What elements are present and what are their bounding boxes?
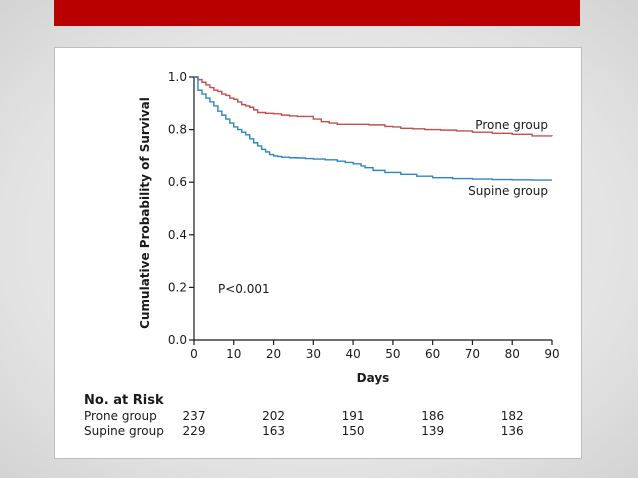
- x-tick-label: 10: [226, 347, 241, 361]
- risk-value: 202: [262, 409, 285, 423]
- y-tick-label: 1.0: [168, 70, 187, 84]
- risk-value: 136: [501, 424, 524, 438]
- risk-value: 237: [183, 409, 206, 423]
- y-tick-label: 0.0: [168, 333, 187, 347]
- x-tick-label: 90: [544, 347, 559, 361]
- risk-table-title: No. at Risk: [84, 393, 164, 408]
- y-tick-label: 0.8: [168, 123, 187, 137]
- chart-card: Cumulative Probability of Survival Days …: [54, 47, 582, 459]
- x-tick-label: 70: [465, 347, 480, 361]
- p-value-annotation: P<0.001: [218, 282, 270, 296]
- red-banner: [54, 0, 580, 26]
- x-tick-label: 50: [385, 347, 400, 361]
- risk-value: 229: [183, 424, 206, 438]
- y-tick-label: 0.2: [168, 280, 187, 294]
- x-axis-title: Days: [357, 371, 390, 385]
- risk-value: 163: [262, 424, 285, 438]
- risk-value: 186: [421, 409, 444, 423]
- risk-row-label-prone: Prone group: [84, 409, 157, 423]
- supine-curve: [194, 76, 552, 181]
- risk-value: 182: [501, 409, 524, 423]
- x-tick-label: 80: [505, 347, 520, 361]
- x-tick-label: 0: [190, 347, 198, 361]
- risk-value: 150: [342, 424, 365, 438]
- risk-row-label-supine: Supine group: [84, 424, 164, 438]
- supine-series-label: Supine group: [468, 184, 548, 198]
- x-tick-label: 20: [266, 347, 281, 361]
- prone-series-label: Prone group: [475, 118, 548, 132]
- survival-chart: Cumulative Probability of Survival Days …: [84, 70, 560, 438]
- y-axis-title: Cumulative Probability of Survival: [138, 97, 152, 329]
- risk-value: 139: [421, 424, 444, 438]
- x-tick-label: 60: [425, 347, 440, 361]
- x-tick-label: 40: [345, 347, 360, 361]
- y-tick-label: 0.6: [168, 175, 187, 189]
- x-tick-label: 30: [306, 347, 321, 361]
- y-tick-label: 0.4: [168, 228, 187, 242]
- risk-value: 191: [342, 409, 365, 423]
- prone-curve: [194, 76, 553, 137]
